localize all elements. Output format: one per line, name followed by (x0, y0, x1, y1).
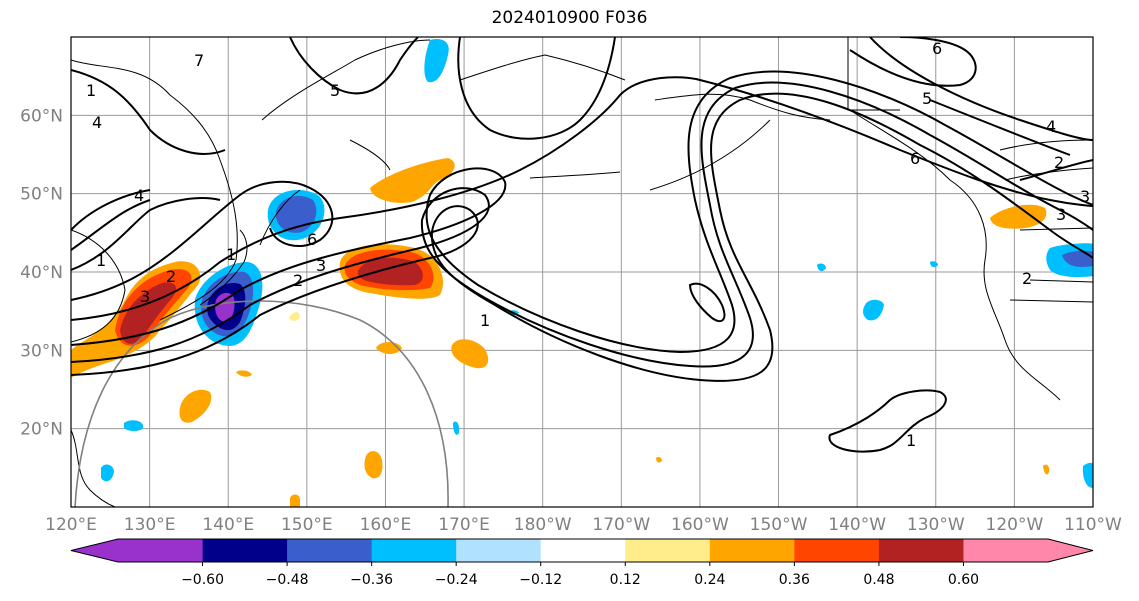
longitude-label: 170°W (592, 515, 650, 535)
longitude-label: 130°W (907, 515, 965, 535)
contour-label: 6 (307, 230, 317, 249)
colorbar-swatch (202, 539, 288, 562)
colorbar-tick-label: 0.60 (948, 572, 979, 588)
colorbar-tick-label: 0.24 (694, 572, 725, 588)
longitude-label: 140°W (828, 515, 886, 535)
contour-label: 2 (1022, 269, 1032, 288)
longitude-label: 150°W (750, 515, 808, 535)
colorbar-swatch (71, 539, 203, 562)
contour-label: 7 (194, 51, 204, 70)
longitude-label: 120°W (986, 515, 1044, 535)
contour-label-group: 1 2 3 4 5 6 7 1 2 3 4 5 6 1 2 3 1 1 6 2 … (86, 39, 1090, 450)
contour-label: 3 (316, 256, 326, 275)
contour-label: 1 (96, 251, 106, 270)
colorbar-swatch (963, 539, 1093, 562)
colorbar-tick-label: −0.60 (181, 572, 224, 588)
colorbar-outline (70, 538, 1094, 563)
contour-label: 2 (166, 267, 176, 286)
gridlines (71, 37, 1093, 507)
longitude-label: 170°E (438, 515, 490, 535)
colorbar-tick-label: 0.12 (610, 572, 641, 588)
colorbar-tick-label: 0.48 (863, 572, 894, 588)
colorbar-ticks: −0.60 −0.48 −0.36 −0.24 −0.12 0.12 0.24 0.36 0.4… (181, 562, 979, 588)
colorbar-tick-label: 0.36 (779, 572, 810, 588)
contour-label: 5 (922, 89, 932, 108)
colorbar-swatch (878, 539, 964, 562)
contour-label: 4 (134, 186, 144, 205)
longitude-label: 140°E (202, 515, 254, 535)
latitude-label: 30°N (20, 341, 63, 361)
anomaly-positive-okhotsk (370, 158, 455, 203)
longitude-label: 130°E (124, 515, 176, 535)
contour-label: 6 (932, 39, 942, 58)
colorbar-swatch (456, 539, 542, 562)
map-title: 2024010900 F036 (491, 8, 648, 28)
contour-label: 4 (1046, 117, 1056, 136)
anomaly-positive-pnw (990, 204, 1047, 229)
contour-label: 3 (1080, 187, 1090, 206)
contour-label: 1 (86, 81, 96, 100)
colorbar-swatch (287, 539, 373, 562)
contour-label: 5 (330, 81, 340, 100)
longitude-label: 120°E (45, 515, 97, 535)
latitude-label: 50°N (20, 185, 63, 205)
coastlines (71, 37, 1093, 507)
latitude-labels: 60°N 50°N 40°N 30°N 20°N (20, 106, 63, 439)
colorbar-tick-label: −0.36 (350, 572, 393, 588)
colorbar-tick-label: −0.24 (435, 572, 478, 588)
contour-label: 3 (140, 287, 150, 306)
colorbar-swatch (625, 539, 711, 562)
contour-label: 2 (1054, 153, 1064, 172)
contour-lines (71, 37, 1093, 453)
longitude-labels: 120°E 130°E 140°E 150°E 160°E 170°E 180°W 170°W… (45, 515, 1122, 535)
latitude-label: 20°N (20, 420, 63, 440)
contour-label: 6 (910, 149, 920, 168)
contour-label: 3 (1056, 205, 1066, 224)
latitude-label: 60°N (20, 106, 63, 126)
longitude-label: 160°W (671, 515, 729, 535)
range-ring (74, 300, 449, 507)
contour-label: 1 (480, 311, 490, 330)
longitude-label: 180°W (514, 515, 572, 535)
colorbar (70, 538, 1094, 563)
contour-label: 1 (226, 245, 236, 264)
map-frame (70, 36, 1094, 508)
longitude-label: 110°W (1064, 515, 1122, 535)
colorbar-swatch (540, 539, 626, 562)
colorbar-tick-label: −0.48 (266, 572, 309, 588)
colorbar-swatch (794, 539, 880, 562)
contour-label: 1 (906, 431, 916, 450)
latitude-label: 40°N (20, 263, 63, 283)
contour-label: 2 (293, 271, 303, 290)
longitude-label: 160°E (360, 515, 412, 535)
contour-label: 4 (92, 113, 102, 132)
colorbar-swatch (371, 539, 457, 562)
colorbar-swatch (709, 539, 795, 562)
colorbar-tick-label: −0.12 (519, 572, 562, 588)
longitude-label: 150°E (281, 515, 333, 535)
